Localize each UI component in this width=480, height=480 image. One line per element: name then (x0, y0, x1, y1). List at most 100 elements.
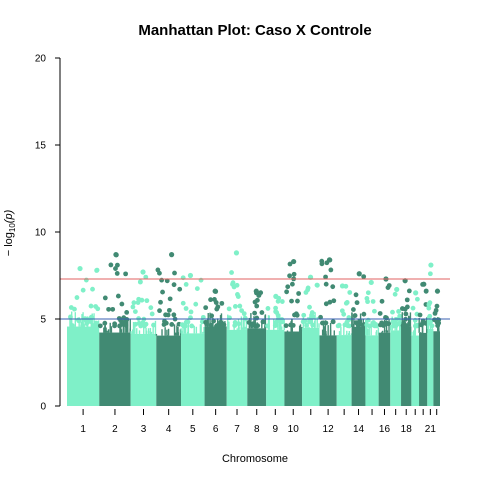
x-tick-label: 7 (234, 424, 240, 435)
x-tick-label: 5 (190, 424, 196, 435)
x-axis-label: Chromosome (222, 453, 288, 465)
snp-point (183, 281, 189, 287)
snp-point (260, 319, 266, 325)
snp-point (370, 299, 376, 304)
snp-point (84, 321, 90, 326)
snp-point (143, 274, 149, 280)
snp-point (114, 271, 120, 276)
chromosome-13-points (335, 283, 353, 406)
peak-snp-point (212, 288, 218, 294)
chromosome-11-points (300, 274, 320, 406)
chromosome-8-points (246, 288, 267, 406)
snp-point (406, 288, 412, 294)
chromosome-16-points (377, 276, 392, 406)
chromosome-15-points (364, 279, 380, 406)
snp-point (165, 312, 171, 318)
snp-point (436, 320, 442, 326)
snp-point (110, 306, 116, 312)
snp-point (293, 311, 299, 317)
snp-point (68, 314, 73, 320)
snp-band (67, 326, 100, 406)
chromosome-14-points (351, 271, 367, 406)
snp-point (115, 262, 120, 268)
snp-point (171, 312, 177, 318)
snp-point (97, 323, 103, 329)
snp-point (403, 311, 409, 317)
y-axis-label-subscript: 10 (8, 223, 17, 232)
snp-point (392, 291, 398, 297)
snp-point (131, 300, 137, 306)
snp-point (417, 312, 423, 318)
snp-point (265, 306, 271, 311)
snp-point (188, 309, 194, 315)
snp-point (231, 284, 237, 290)
snp-point (151, 322, 156, 328)
snp-point (69, 323, 75, 328)
snp-point (307, 304, 312, 310)
snp-point (410, 305, 416, 311)
snp-point (149, 311, 155, 317)
chromosome-1-points (67, 265, 101, 406)
snp-point (215, 304, 221, 310)
snp-point (157, 308, 162, 314)
chromosome-5-points (179, 272, 206, 406)
snp-point (102, 295, 108, 301)
snp-point (291, 271, 297, 277)
snp-point (193, 301, 199, 307)
snp-point (295, 298, 300, 304)
snp-point (90, 323, 96, 329)
snp-point (94, 268, 100, 273)
chromosome-22-points (432, 288, 442, 406)
snp-point (254, 303, 260, 309)
x-tick-label: 16 (379, 424, 391, 435)
snp-point (259, 310, 265, 315)
snp-band (226, 329, 248, 406)
snp-point (94, 321, 100, 327)
snp-point (80, 287, 86, 293)
snp-point (256, 292, 262, 298)
snp-point (72, 306, 77, 312)
snp-point (434, 303, 440, 309)
snp-point (351, 307, 356, 312)
peak-snp-point (339, 283, 346, 289)
snp-point (204, 321, 209, 326)
snp-point (397, 320, 402, 326)
snp-point (158, 299, 163, 305)
snp-point (160, 289, 165, 295)
snp-point (211, 318, 216, 324)
snp-point (283, 323, 289, 329)
snp-band (365, 335, 379, 406)
snp-band (99, 332, 131, 406)
snp-point (130, 304, 136, 310)
snp-point (265, 323, 270, 329)
snp-point (391, 323, 396, 329)
snp-point (236, 321, 242, 327)
peak-snp-point (356, 271, 362, 277)
snp-point (426, 305, 432, 311)
snp-point (323, 281, 329, 287)
snp-point (289, 281, 295, 287)
snp-band (411, 335, 420, 406)
snp-point (157, 270, 162, 276)
x-tick-label: 8 (254, 424, 260, 435)
snp-point (354, 300, 360, 306)
peak-snp-point (368, 279, 374, 286)
peak-snp-point (326, 257, 333, 263)
chart-title: Manhattan Plot: Caso X Controle (138, 22, 371, 39)
snp-band (336, 335, 352, 406)
snp-point (304, 322, 309, 328)
snp-point (121, 320, 127, 325)
chromosome-20-points (417, 281, 429, 406)
x-tick-label: 4 (166, 424, 172, 435)
peak-snp-point (428, 262, 434, 268)
snp-point (237, 303, 243, 309)
y-axis-label-prefix: − log (3, 232, 15, 256)
snp-point (229, 270, 234, 275)
x-tick-label: 3 (141, 424, 147, 435)
x-tick-label: 2 (112, 424, 118, 435)
chromosome-19-points (410, 290, 421, 406)
peak-snp-point (233, 250, 240, 256)
reference-lines (60, 278, 450, 320)
snp-point (136, 320, 142, 326)
